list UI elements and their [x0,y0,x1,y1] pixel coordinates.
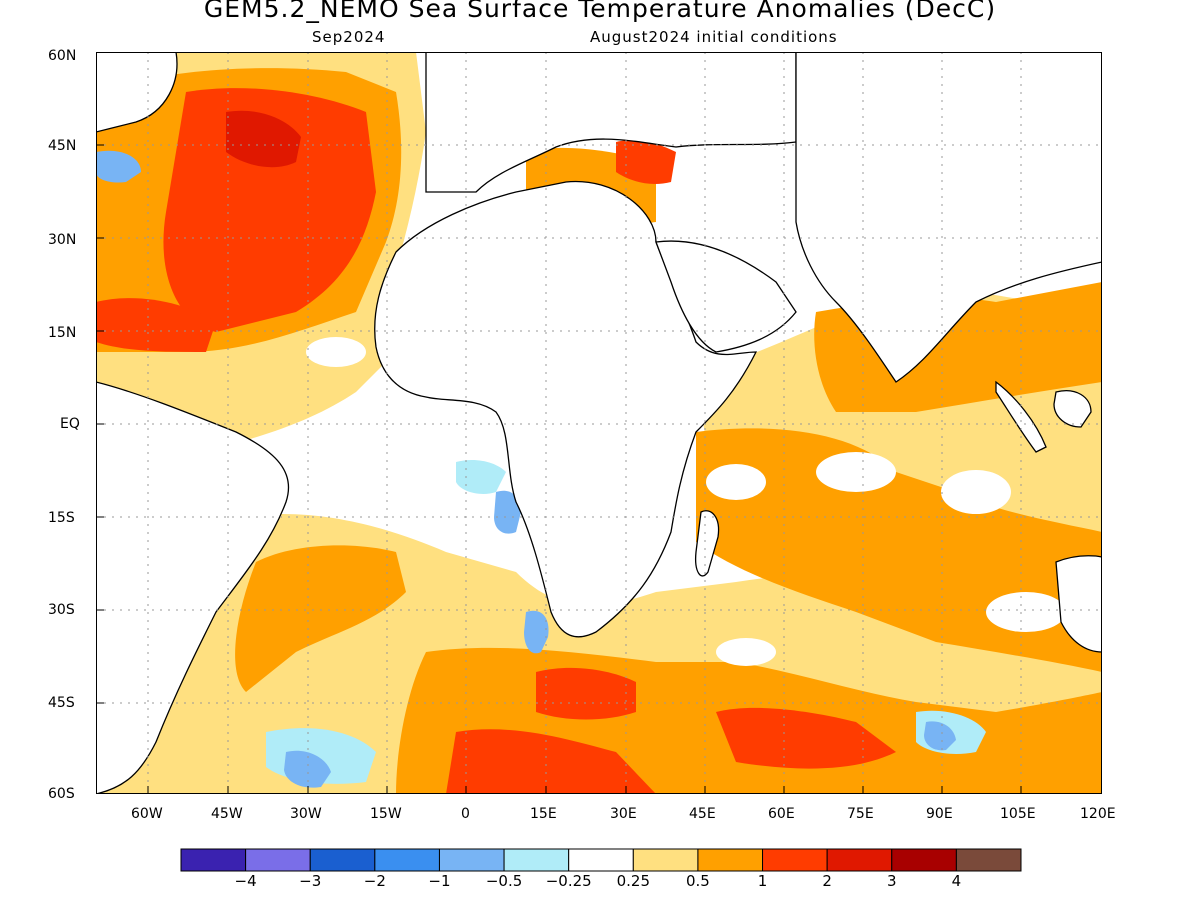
legend-swatch [374,848,440,872]
legend-swatch [245,848,311,872]
africa-land [374,180,758,638]
legend-swatch [826,848,893,872]
coastlines [96,52,1102,794]
lon-label-15e: 15E [530,806,557,822]
legend-label: −3 [299,872,322,890]
lat-label-30n: 30N [48,232,77,248]
australia-land [1055,555,1102,653]
madagascar-land [695,510,720,577]
legend-label: −0.5 [485,872,523,890]
legend-label: −4 [234,872,257,890]
lon-label-75e: 75E [847,806,874,822]
legend-swatch [503,848,570,872]
legend-swatch [438,848,505,872]
lat-label-30s: 30S [48,602,75,618]
lat-label-15n: 15N [48,325,77,341]
legend-label: −1 [428,872,451,890]
legend-swatch [955,848,1022,872]
lon-label-60e: 60E [768,806,795,822]
lon-label-120e: 120E [1080,806,1116,822]
europe-land [425,52,797,193]
lat-label-15s: 15S [48,510,75,526]
north-america-land [96,52,178,133]
legend-label: −0.25 [545,872,592,890]
legend-label: −2 [363,872,386,890]
lon-label-60w: 60W [131,806,163,822]
legend-swatch [180,848,247,872]
legend-swatch [891,848,957,872]
map-border [96,52,1102,794]
legend-swatch [697,848,764,872]
legend-label: 2 [822,872,832,890]
map-title: GEM5.2_NEMO Sea Surface Temperature Anom… [203,0,997,23]
legend-swatch [762,848,828,872]
lon-label-105e: 105E [1000,806,1036,822]
lat-label-60n: 60N [48,48,77,64]
lon-label-45w: 45W [211,806,243,822]
lat-label-eq: EQ [60,416,80,432]
legend-label: 0.5 [685,872,710,890]
lat-label-45s: 45S [48,695,75,711]
lat-label-45n: 45N [48,138,77,154]
sst-anomaly-map [96,52,1102,794]
sumatra-land [995,380,1047,453]
lon-label-0: 0 [461,806,470,822]
legend-swatch [568,848,634,872]
lon-label-90e: 90E [926,806,953,822]
south-america-land [96,381,290,794]
color-legend [180,848,1022,872]
legend-label: 0.25 [616,872,650,890]
legend-label: 3 [886,872,897,890]
arabia-land [655,240,797,353]
lon-label-15w: 15W [370,806,402,822]
asia-land [795,52,1102,383]
lon-label-30e: 30E [610,806,637,822]
lat-label-60s: 60S [48,786,75,802]
legend-swatch [632,848,699,872]
legend-label: 1 [757,872,768,890]
target-month-label: Sep2024 [312,28,386,46]
initial-conditions-label: August2024 initial conditions [590,28,838,46]
borneo-land [1053,390,1092,428]
lon-label-30w: 30W [290,806,322,822]
anomaly-field [96,52,1102,794]
lon-label-45e: 45E [689,806,716,822]
legend-label: 4 [951,872,962,890]
legend-swatch [309,848,376,872]
frame-ticks [96,52,1022,794]
